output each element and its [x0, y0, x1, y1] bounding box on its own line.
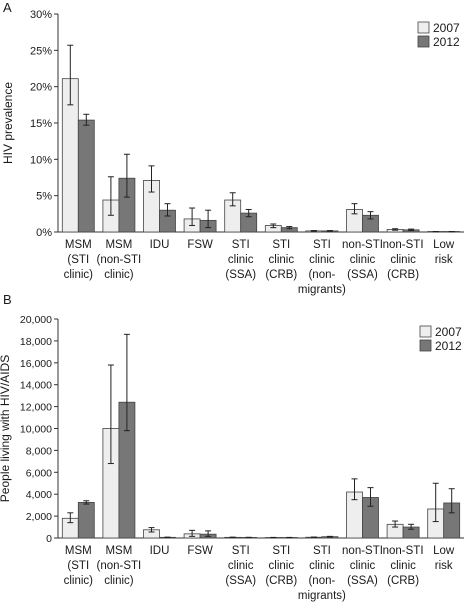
x-category-label: (SSA) — [347, 269, 378, 281]
x-category-label: clinic) — [64, 575, 94, 587]
y-tick-label: 12,000 — [20, 402, 52, 414]
y-tick-label: 16,000 — [20, 358, 52, 370]
x-category-label: non-STI — [383, 239, 424, 251]
y-tick-label: 0% — [36, 227, 52, 239]
x-category-label: FSW — [187, 545, 213, 557]
x-category-label: Low — [433, 545, 455, 557]
x-category-label: (non- — [308, 575, 335, 587]
x-category-label: MSM — [105, 545, 132, 557]
x-category-label: STI — [232, 239, 250, 251]
bar-2012-0 — [77, 502, 95, 539]
x-category-label: MSM — [65, 545, 92, 557]
x-category-label: clinic) — [64, 269, 94, 281]
x-category-label: STI — [272, 239, 290, 251]
x-category-label: risk — [435, 560, 453, 572]
y-tick-label: 30% — [30, 9, 52, 21]
x-category-label: clinic — [228, 560, 254, 572]
x-category-label: MSM — [105, 239, 132, 251]
x-category-label: clinic — [228, 254, 254, 266]
panel-a-chart: A HIV prevalence 0% 5% 10% 15% 20% 25% 30% MSM (ST… — [1, 0, 464, 296]
legend-swatch-2007 — [417, 21, 430, 34]
y-tick-label: 8,000 — [26, 445, 52, 457]
y-tick-label: 5% — [36, 191, 52, 203]
y-tick-label: 20,000 — [20, 314, 52, 326]
x-category-label: migrants) — [298, 590, 346, 602]
x-category-label: non-STI — [342, 239, 383, 251]
x-category-label: clinic — [350, 560, 376, 572]
legend-label: 2007 — [433, 21, 460, 35]
y-axis-title: People living with HIV/AIDS — [0, 355, 12, 502]
y-axis-title: HIV prevalence — [1, 82, 15, 164]
legend-swatch-2012 — [419, 339, 432, 352]
x-category-label: (CRB) — [265, 269, 297, 281]
x-category-label: IDU — [150, 239, 170, 251]
x-category-label: (STI — [67, 254, 89, 266]
y-tick-label: 2,000 — [26, 511, 52, 523]
y-tick-label: 10% — [30, 154, 52, 166]
panel-label: A — [3, 0, 12, 15]
y-tick-label: 0 — [46, 533, 52, 545]
x-category-label: MSM — [65, 239, 92, 251]
bar-2012-0 — [77, 119, 95, 233]
x-category-label: STI — [232, 545, 250, 557]
y-tick-label: 14,000 — [20, 380, 52, 392]
x-category-label: (non-STI — [97, 254, 142, 266]
x-category-label: clinic) — [104, 269, 134, 281]
legend-label: 2007 — [435, 325, 462, 339]
x-category-label: (SSA) — [225, 269, 256, 281]
legend-label: 2012 — [435, 339, 462, 353]
x-category-label: STI — [313, 545, 331, 557]
y-tick-label: 4,000 — [26, 489, 52, 501]
legend-swatch-2012 — [417, 35, 430, 48]
x-category-label: STI — [272, 545, 290, 557]
y-tick-label: 25% — [30, 45, 52, 57]
x-category-label: (CRB) — [265, 575, 297, 587]
x-category-label: non-STI — [383, 545, 424, 557]
x-category-label: IDU — [150, 545, 170, 557]
x-category-label: (SSA) — [347, 575, 378, 587]
x-category-label: risk — [435, 254, 453, 266]
x-category-label: FSW — [187, 239, 213, 251]
y-tick-label: 20% — [30, 82, 52, 94]
y-tick-label: 15% — [30, 118, 52, 130]
y-tick-label: 6,000 — [26, 467, 52, 479]
x-category-label: (CRB) — [387, 269, 419, 281]
x-category-label: clinic — [390, 254, 416, 266]
x-category-label: (STI — [67, 560, 89, 572]
x-category-label: clinic — [390, 560, 416, 572]
panel-label: B — [3, 292, 12, 307]
x-category-label: clinic — [269, 560, 295, 572]
x-category-label: Low — [433, 239, 455, 251]
x-category-label: clinic) — [104, 575, 134, 587]
legend-label: 2012 — [433, 35, 460, 49]
x-category-label: STI — [313, 239, 331, 251]
x-category-label: clinic — [309, 560, 335, 572]
x-category-label: clinic — [309, 254, 335, 266]
legend-swatch-2007 — [419, 325, 432, 338]
x-category-label: migrants) — [298, 284, 346, 296]
x-category-label: clinic — [350, 254, 376, 266]
x-category-label: (SSA) — [225, 575, 256, 587]
x-category-label: clinic — [269, 254, 295, 266]
x-category-label: non-STI — [342, 545, 383, 557]
x-category-label: (non-STI — [97, 560, 142, 572]
x-category-label: (CRB) — [387, 575, 419, 587]
panel-b-chart: B People living with HIV/AIDS 0 2,000 4,000 6… — [0, 292, 464, 602]
y-tick-label: 10,000 — [20, 424, 52, 436]
x-category-label: (non- — [308, 269, 335, 281]
y-tick-label: 18,000 — [20, 336, 52, 348]
